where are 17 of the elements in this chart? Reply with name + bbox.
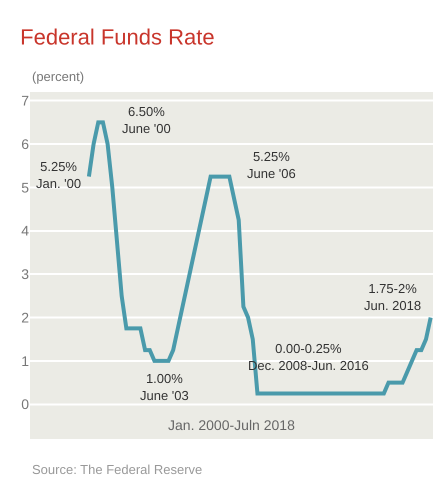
annotation: 1.00% June '03 (140, 371, 189, 403)
y-tick-label: 0 (21, 396, 30, 412)
y-tick-label: 6 (21, 136, 30, 152)
y-tick-label: 2 (21, 309, 30, 326)
y-tick-label: 4 (21, 222, 30, 239)
annotation: 1.75-2% Jun. 2018 (364, 281, 422, 313)
x-axis-title: Jan. 2000-Juln 2018 (168, 417, 296, 433)
y-tick-label: 1 (21, 352, 30, 369)
source-note: Source: The Federal Reserve (32, 462, 202, 477)
text: 5.25% Jan. '00 (36, 159, 82, 191)
annotation: 5.25% June '06 (247, 149, 296, 181)
y-tick-label: 7 (21, 92, 30, 109)
annotation: 6.50% June '00 (122, 104, 171, 136)
y-tick-label: 3 (21, 266, 30, 282)
y-axis-title: (percent) (32, 69, 84, 84)
chart-title: Federal Funds Rate (20, 24, 215, 50)
y-tick-label: 5 (21, 179, 30, 196)
